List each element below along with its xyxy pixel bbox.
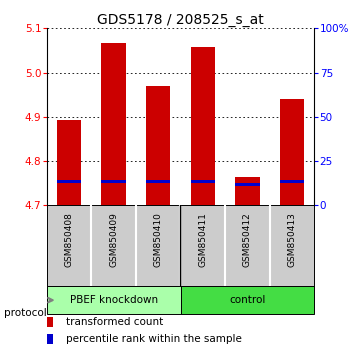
Bar <box>279 180 304 183</box>
Text: GSM850408: GSM850408 <box>65 212 74 267</box>
Bar <box>235 177 260 205</box>
Bar <box>57 120 82 205</box>
Bar <box>57 180 82 183</box>
Text: PBEF knockdown: PBEF knockdown <box>70 295 158 305</box>
Text: GSM850411: GSM850411 <box>198 212 207 267</box>
Text: GSM850412: GSM850412 <box>243 212 252 267</box>
Text: percentile rank within the sample: percentile rank within the sample <box>66 334 242 344</box>
Title: GDS5178 / 208525_s_at: GDS5178 / 208525_s_at <box>97 13 264 27</box>
Text: control: control <box>229 295 265 305</box>
Bar <box>101 180 126 183</box>
Text: GSM850413: GSM850413 <box>287 212 296 267</box>
Bar <box>191 180 215 183</box>
Bar <box>235 183 260 186</box>
Text: GSM850409: GSM850409 <box>109 212 118 267</box>
Bar <box>101 43 126 205</box>
Bar <box>191 47 215 205</box>
Text: transformed count: transformed count <box>66 317 163 327</box>
Text: protocol: protocol <box>4 308 46 318</box>
Bar <box>180 286 314 314</box>
Bar <box>146 86 170 205</box>
Bar <box>146 180 170 183</box>
Bar <box>47 286 180 314</box>
Bar <box>47 317 53 326</box>
Bar <box>47 335 53 344</box>
Text: GSM850410: GSM850410 <box>154 212 163 267</box>
Bar <box>279 99 304 205</box>
